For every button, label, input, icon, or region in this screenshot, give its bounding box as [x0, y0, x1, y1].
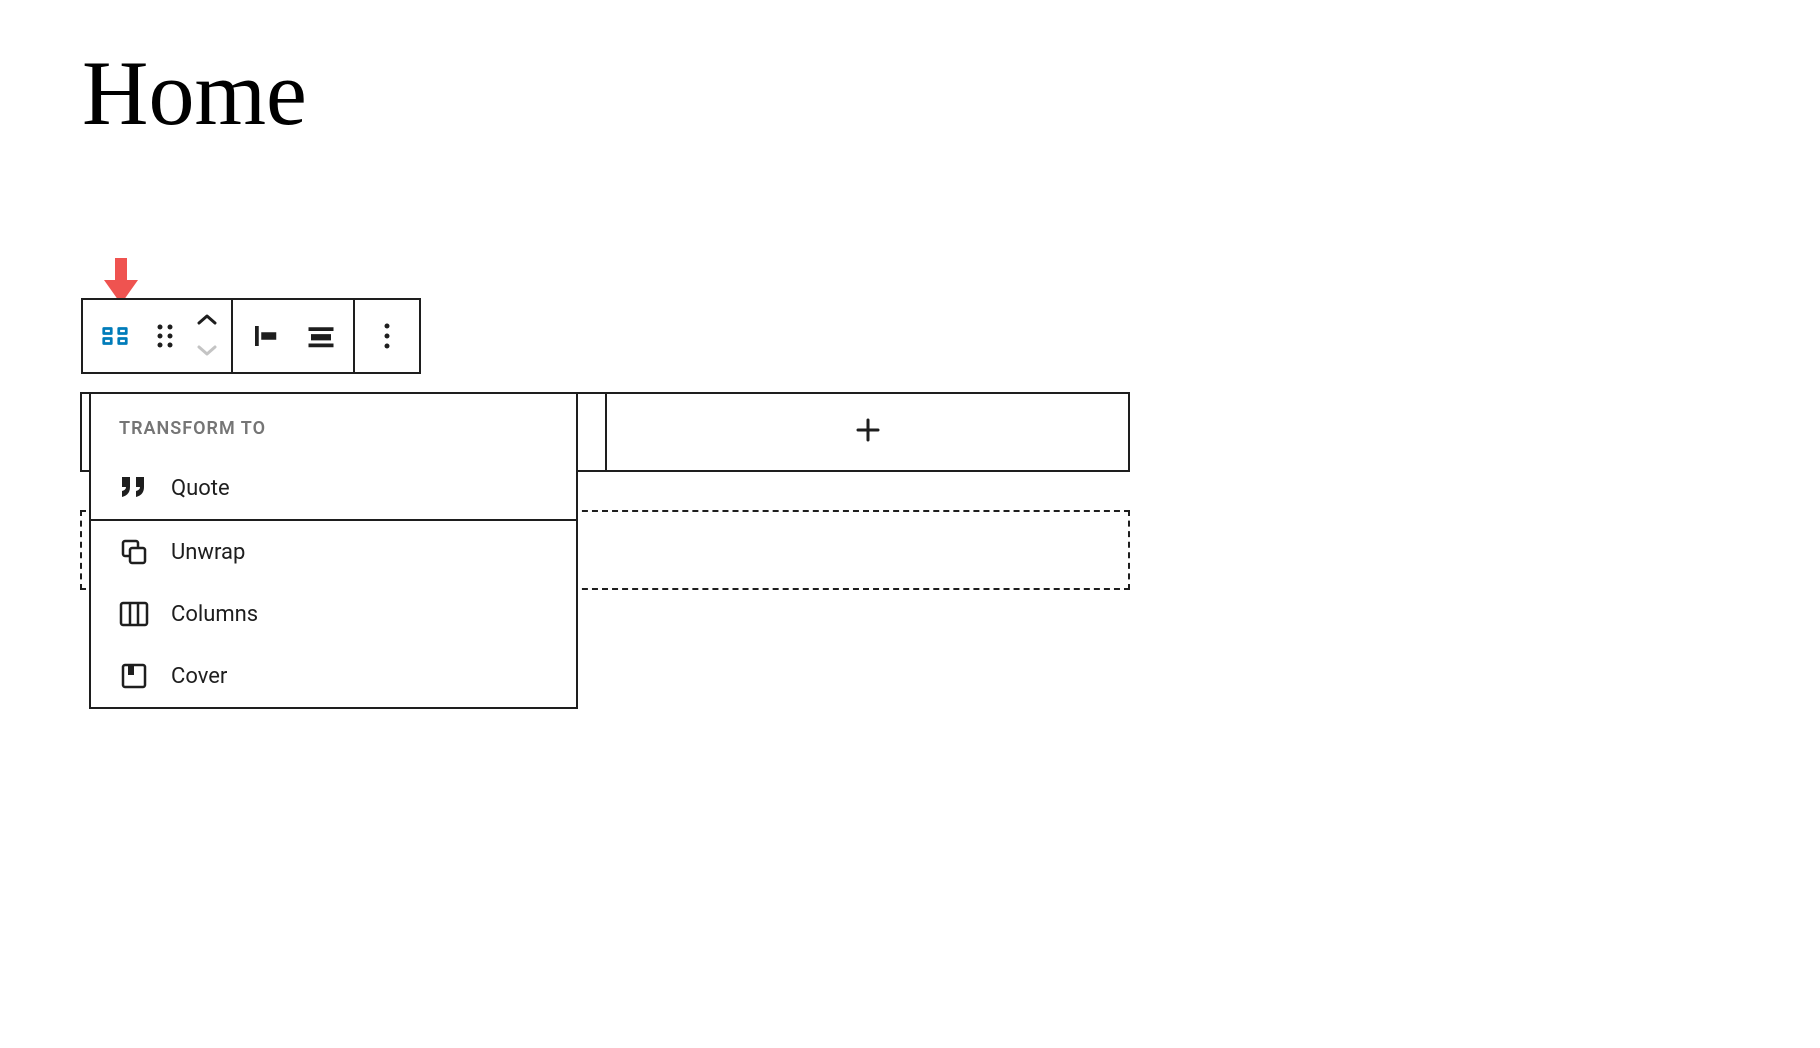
- align-left-icon: [250, 321, 280, 351]
- block-mover: [187, 300, 227, 372]
- transform-to-menu: TRANSFORM TO Quote Unwrap Colum: [89, 392, 578, 709]
- block-toolbar: [81, 298, 421, 374]
- transform-item-columns[interactable]: Columns: [91, 583, 576, 645]
- plus-icon: [855, 417, 881, 447]
- drag-handle-button[interactable]: [143, 300, 187, 372]
- align-none-icon: [306, 321, 336, 351]
- move-down-button[interactable]: [187, 339, 227, 363]
- align-width-button[interactable]: [293, 300, 349, 372]
- transform-item-label: Unwrap: [171, 540, 245, 565]
- quote-icon: [119, 473, 149, 503]
- more-vertical-icon: [383, 322, 391, 350]
- toolbar-group-align: [233, 300, 355, 372]
- cover-icon: [119, 661, 149, 691]
- add-block-button[interactable]: [853, 417, 883, 447]
- columns-icon: [119, 599, 149, 629]
- transform-item-quote[interactable]: Quote: [91, 457, 576, 519]
- unwrap-icon: [119, 537, 149, 567]
- toolbar-group-more: [355, 300, 419, 372]
- align-content-button[interactable]: [237, 300, 293, 372]
- transform-item-unwrap[interactable]: Unwrap: [91, 521, 576, 583]
- chevron-down-icon: [196, 342, 218, 361]
- chevron-up-icon: [196, 312, 218, 331]
- more-options-button[interactable]: [359, 300, 415, 372]
- columns-icon: [100, 321, 130, 351]
- transform-item-cover[interactable]: Cover: [91, 645, 576, 707]
- column-right[interactable]: [605, 394, 1128, 470]
- drag-handle-icon: [154, 322, 176, 350]
- block-type-button[interactable]: [87, 300, 143, 372]
- toolbar-group-block: [83, 300, 233, 372]
- transform-item-label: Cover: [171, 664, 227, 689]
- page-title[interactable]: Home: [82, 40, 1820, 146]
- move-up-button[interactable]: [187, 309, 227, 333]
- transform-item-label: Columns: [171, 602, 258, 627]
- transform-heading: TRANSFORM TO: [91, 394, 576, 457]
- transform-item-label: Quote: [171, 476, 230, 501]
